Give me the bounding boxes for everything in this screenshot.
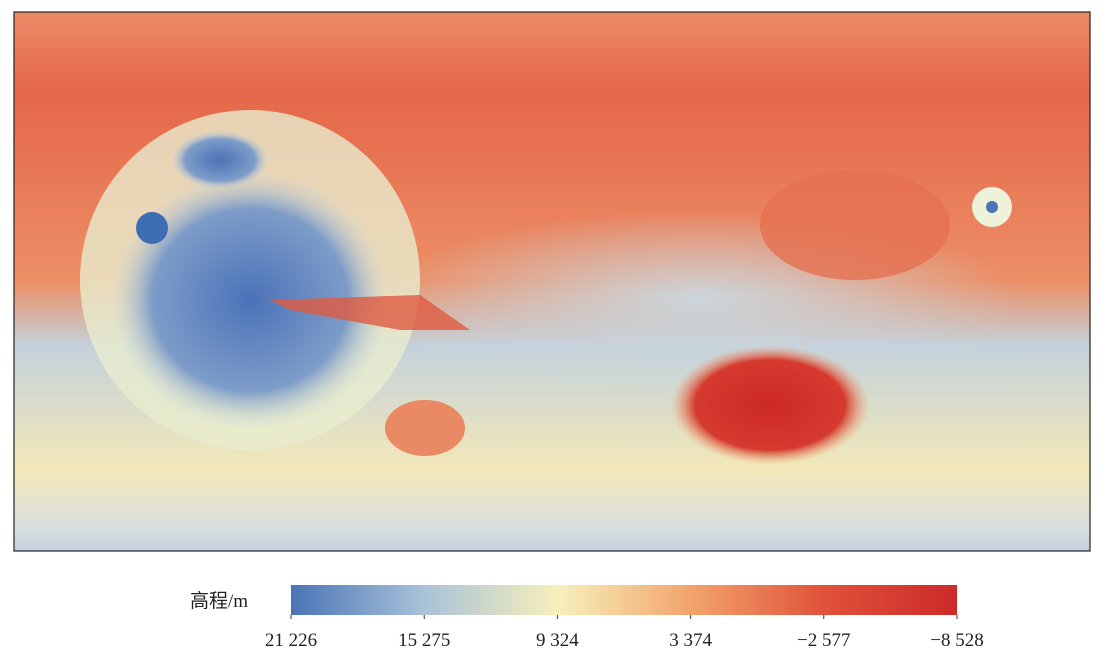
colorbar-tick-label: 21 226 xyxy=(265,630,317,651)
colorbar-tick-label: −2 577 xyxy=(797,630,850,651)
colorbar xyxy=(291,585,957,615)
colorbar-tick-label: 15 275 xyxy=(398,630,450,651)
map-frame xyxy=(13,11,1091,552)
elevation-map xyxy=(14,12,1090,551)
colorbar-tick-label: 9 324 xyxy=(536,630,579,651)
colorbar-tick-label: 3 374 xyxy=(669,630,712,651)
colorbar-tick-label: −8 528 xyxy=(930,630,983,651)
colorbar-label: 高程/m xyxy=(190,590,248,612)
